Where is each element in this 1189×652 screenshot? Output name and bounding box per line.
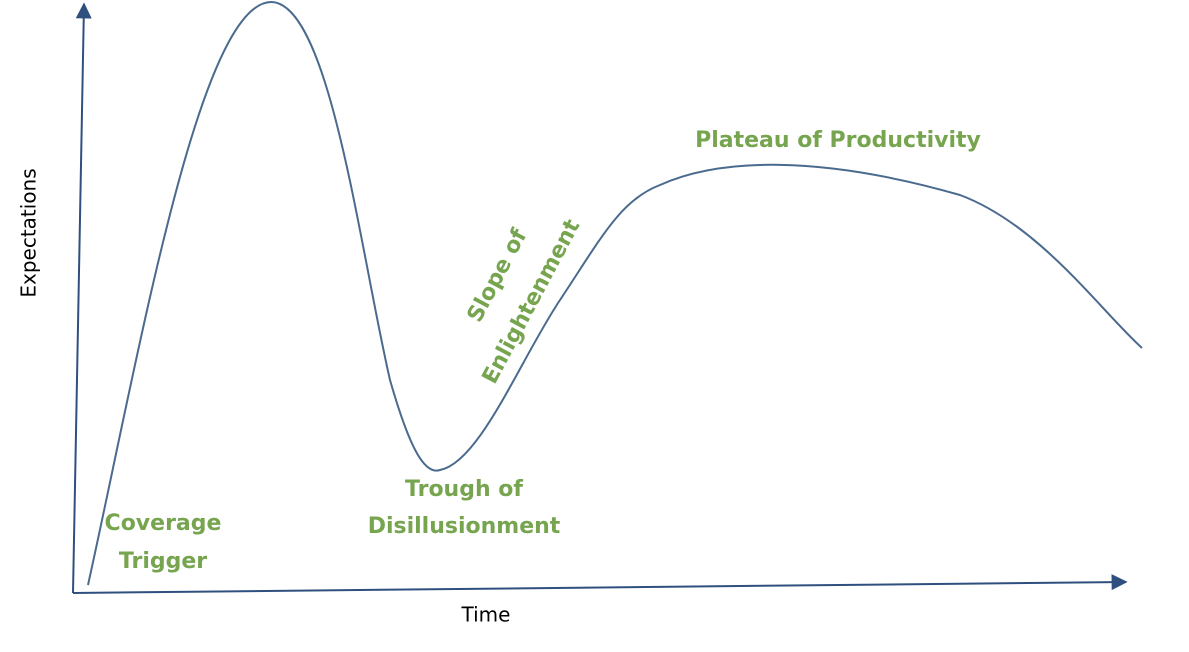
x-axis-label: Time xyxy=(461,603,511,627)
phase-label: Disillusionment xyxy=(368,514,561,539)
y-axis-label: Expectations xyxy=(17,168,41,297)
hype-curve xyxy=(87,0,1143,586)
phase-label: Trigger xyxy=(119,549,207,574)
phase-label: Plateau of Productivity xyxy=(695,128,981,153)
y-axis xyxy=(72,2,92,594)
phase-label: Coverage xyxy=(105,511,222,536)
phase-label: Trough of xyxy=(405,477,523,502)
x-axis xyxy=(72,574,1128,594)
